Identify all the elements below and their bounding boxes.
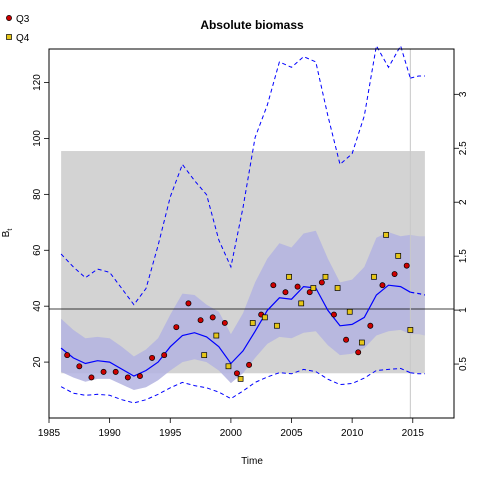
q4-point (322, 273, 329, 280)
plot-area: 1985 1990 1995 2000 2005 2010 2015 20 40 60 80 100 1… (32, 44, 469, 439)
biomass-ci-band (61, 230, 411, 390)
chart-title: Absolute biomass (200, 18, 304, 32)
q3-point (112, 368, 119, 375)
q3-point (185, 300, 192, 307)
legend: Q3 Q4 (6, 14, 30, 44)
y2-tick-label: 1 (458, 307, 469, 313)
y-axis-title-main: B (1, 230, 12, 237)
x-tick-label: 1985 (38, 428, 61, 439)
y2-tick-label: 2 (458, 199, 469, 205)
y2-tick-label: 1.5 (458, 249, 469, 263)
x-tick-label: 1995 (159, 428, 182, 439)
q4-point (383, 232, 389, 238)
q3-point (282, 289, 289, 296)
q4-point (261, 314, 268, 321)
q3-point (136, 373, 143, 380)
y-tick-label: 40 (32, 300, 43, 312)
q4-point (334, 285, 341, 291)
biomass-median-line (60, 284, 411, 377)
q3-point (403, 262, 410, 269)
x-tick-label: 2010 (341, 428, 364, 439)
q3-point (379, 282, 386, 289)
q3-point (149, 354, 156, 361)
y-tick-label: 20 (32, 356, 43, 368)
x-tick-label: 2000 (220, 428, 243, 439)
q3-point (100, 368, 107, 375)
q4-point (310, 285, 317, 291)
q3-point (76, 363, 83, 370)
q4-point (298, 300, 305, 307)
x-tick-label: 2005 (280, 428, 303, 439)
q3-point (294, 283, 301, 290)
q3-point (391, 271, 398, 277)
q4-point (371, 273, 377, 280)
y2-tick-label: 0.5 (458, 357, 469, 371)
biomass-forecast-ci-band (410, 234, 425, 336)
q3-point (246, 361, 253, 368)
q4-point (225, 363, 232, 370)
legend-q3-marker (6, 15, 12, 21)
q4-point (407, 327, 414, 333)
x-tick-label: 1990 (99, 428, 122, 439)
x-axis-title: Time (241, 456, 263, 467)
y-tick-label: 120 (32, 74, 43, 91)
q3-point (270, 282, 277, 289)
q3-point (221, 320, 228, 326)
q3-point (161, 352, 168, 359)
q3-point (355, 349, 362, 356)
q3-point (197, 317, 204, 324)
legend-q4-label: Q4 (16, 33, 30, 44)
y-tick-label: 80 (32, 188, 43, 200)
legend-q3-label: Q3 (16, 14, 30, 25)
q3-point (124, 374, 131, 381)
y-tick-label: 60 (32, 244, 43, 256)
q4-point (346, 308, 353, 315)
y-tick-label: 100 (32, 130, 43, 147)
q4-point (286, 273, 292, 280)
y2-tick-label: 3 (458, 91, 469, 97)
q3-point (173, 324, 180, 331)
q3-point (318, 279, 325, 286)
plot-frame (48, 48, 455, 419)
q4-point (274, 322, 280, 329)
x-tick-label: 2015 (402, 428, 425, 439)
biomass-forecast-line (410, 291, 426, 296)
q4-point (395, 253, 402, 259)
y-axis-title: Bt (1, 229, 14, 238)
q4-point (237, 376, 244, 382)
q3-point (88, 374, 95, 381)
q4-point (213, 332, 220, 339)
q3-point (343, 336, 350, 343)
q4-point (358, 339, 365, 346)
q3-point (367, 322, 374, 329)
q3-point (64, 352, 71, 359)
secondary-upper-dashed-line (60, 44, 411, 306)
y-axis-title-subscript: t (7, 229, 14, 231)
q4-point (201, 352, 208, 358)
q3-point (209, 314, 216, 321)
q3-point (233, 370, 240, 377)
secondary-lower-forecast-line (410, 372, 425, 375)
legend-q4-marker (6, 34, 12, 40)
q3-point (306, 289, 313, 296)
q3-point (331, 311, 337, 318)
y2-tick-label: 2.5 (458, 141, 469, 155)
secondary-upper-forecast-line (410, 75, 425, 79)
q4-point (249, 320, 256, 326)
